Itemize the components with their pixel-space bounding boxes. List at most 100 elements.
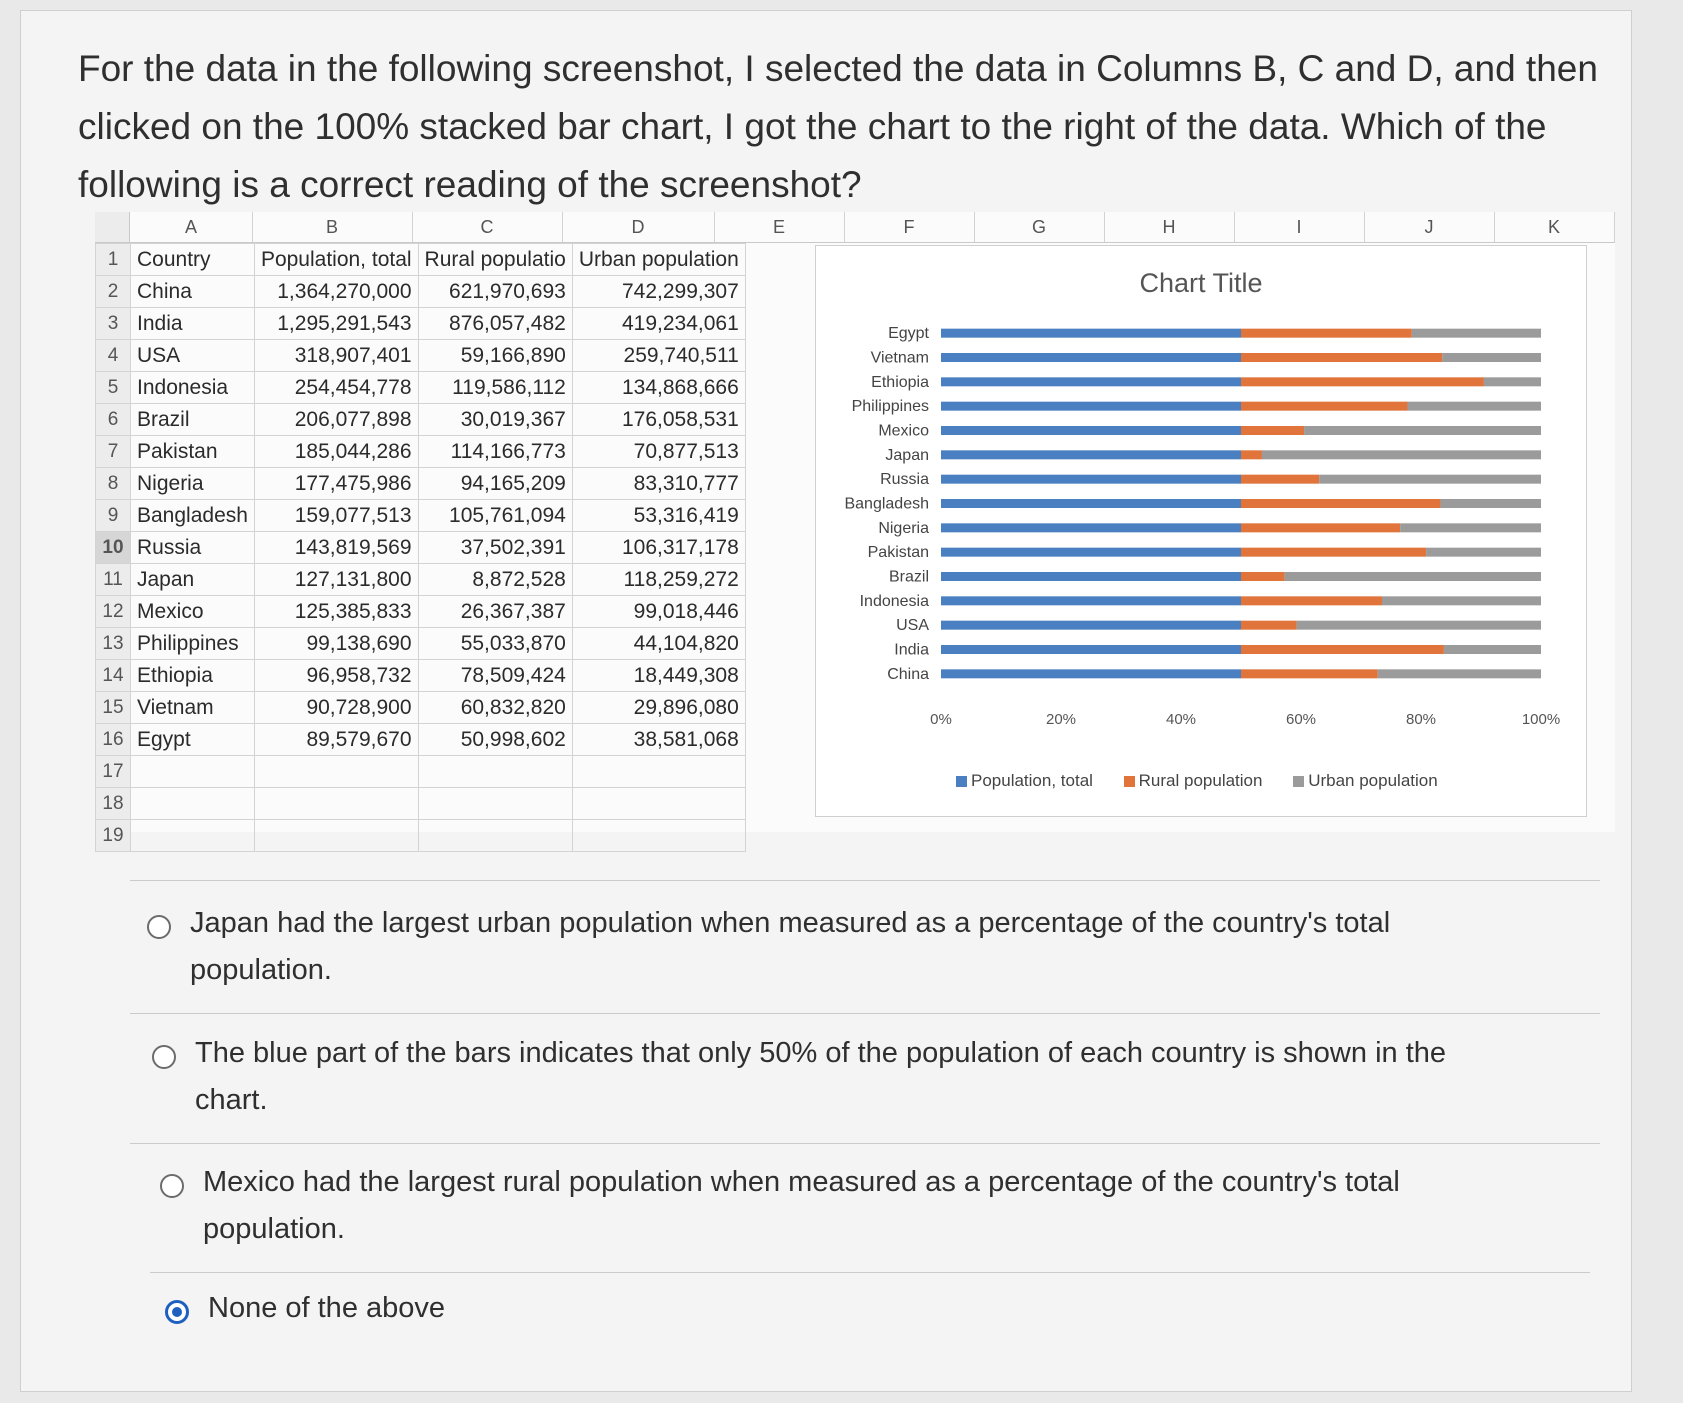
- row-number[interactable]: 7: [95, 435, 131, 468]
- cell-population[interactable]: 125,385,833: [253, 595, 419, 628]
- cell-urban[interactable]: 18,449,308: [571, 659, 746, 692]
- empty-cell[interactable]: [130, 755, 255, 788]
- row-number[interactable]: 17: [95, 755, 131, 788]
- cell-population[interactable]: 185,044,286: [253, 435, 419, 468]
- cell-country[interactable]: Nigeria: [130, 467, 255, 500]
- cell-population[interactable]: 96,958,732: [253, 659, 419, 692]
- cell-country[interactable]: USA: [130, 339, 255, 372]
- empty-cell[interactable]: [571, 755, 746, 788]
- cell-urban[interactable]: 38,581,068: [571, 723, 746, 756]
- cell-urban[interactable]: 742,299,307: [571, 275, 746, 308]
- column-header-b[interactable]: B: [252, 212, 413, 242]
- empty-cell[interactable]: [253, 819, 419, 852]
- row-number[interactable]: 1: [95, 243, 131, 276]
- column-header-a[interactable]: A: [130, 212, 253, 242]
- cell-rural[interactable]: 30,019,367: [417, 403, 573, 436]
- row-number[interactable]: 8: [95, 467, 131, 500]
- cell-country[interactable]: Russia: [130, 531, 255, 564]
- column-header-j[interactable]: J: [1364, 212, 1495, 242]
- row-number[interactable]: 2: [95, 275, 131, 308]
- cell-country[interactable]: Philippines: [130, 627, 255, 660]
- chart-legend[interactable]: Population, total Rural population Urban…: [956, 771, 1516, 791]
- row-number[interactable]: 14: [95, 659, 131, 692]
- column-header-f[interactable]: F: [844, 212, 975, 242]
- row-number[interactable]: 6: [95, 403, 131, 436]
- column-header-k[interactable]: K: [1494, 212, 1615, 242]
- header-cell-population[interactable]: Population, total: [253, 243, 419, 276]
- cell-population[interactable]: 254,454,778: [253, 371, 419, 404]
- header-cell-rural[interactable]: Rural populatio: [417, 243, 573, 276]
- row-number[interactable]: 3: [95, 307, 131, 340]
- row-number[interactable]: 13: [95, 627, 131, 660]
- empty-cell[interactable]: [130, 819, 255, 852]
- cell-country[interactable]: Japan: [130, 563, 255, 596]
- cell-rural[interactable]: 55,033,870: [417, 627, 573, 660]
- cell-country[interactable]: Vietnam: [130, 691, 255, 724]
- cell-country[interactable]: Indonesia: [130, 371, 255, 404]
- cell-country[interactable]: Brazil: [130, 403, 255, 436]
- row-number[interactable]: 12: [95, 595, 131, 628]
- option-4-text[interactable]: None of the above: [208, 1292, 446, 1324]
- row-number[interactable]: 4: [95, 339, 131, 372]
- cell-urban[interactable]: 29,896,080: [571, 691, 746, 724]
- cell-rural[interactable]: 119,586,112: [417, 371, 573, 404]
- cell-population[interactable]: 99,138,690: [253, 627, 419, 660]
- cell-urban[interactable]: 176,058,531: [571, 403, 746, 436]
- empty-cell[interactable]: [417, 787, 573, 820]
- cell-rural[interactable]: 60,832,820: [417, 691, 573, 724]
- cell-rural[interactable]: 94,165,209: [417, 467, 573, 500]
- option-radio[interactable]: [160, 1174, 184, 1198]
- cell-rural[interactable]: 621,970,693: [417, 275, 573, 308]
- option-radio[interactable]: [152, 1045, 176, 1069]
- cell-rural[interactable]: 59,166,890: [417, 339, 573, 372]
- option-1-text[interactable]: Japan had the largest urban population w…: [190, 907, 1391, 986]
- cell-country[interactable]: Ethiopia: [130, 659, 255, 692]
- column-header-d[interactable]: D: [562, 212, 715, 242]
- cell-population[interactable]: 127,131,800: [253, 563, 419, 596]
- chart-title[interactable]: Chart Title: [1139, 268, 1263, 298]
- column-header-c[interactable]: C: [412, 212, 563, 242]
- cell-urban[interactable]: 44,104,820: [571, 627, 746, 660]
- cell-country[interactable]: Pakistan: [130, 435, 255, 468]
- stacked-bar-chart[interactable]: Chart Title 0% 20% 40% 60% 80% 100% China India…: [815, 245, 1587, 817]
- cell-population[interactable]: 90,728,900: [253, 691, 419, 724]
- cell-population[interactable]: 143,819,569: [253, 531, 419, 564]
- empty-cell[interactable]: [130, 787, 255, 820]
- option-2-text[interactable]: The blue part of the bars indicates that…: [195, 1037, 1447, 1116]
- header-cell-urban[interactable]: Urban population: [571, 243, 746, 276]
- cell-urban[interactable]: 134,868,666: [571, 371, 746, 404]
- row-number[interactable]: 16: [95, 723, 131, 756]
- cell-population[interactable]: 318,907,401: [253, 339, 419, 372]
- cell-urban[interactable]: 259,740,511: [571, 339, 746, 372]
- cell-rural[interactable]: 105,761,094: [417, 499, 573, 532]
- cell-urban[interactable]: 106,317,178: [571, 531, 746, 564]
- cell-urban[interactable]: 53,316,419: [571, 499, 746, 532]
- column-header-e[interactable]: E: [714, 212, 845, 242]
- cell-country[interactable]: Mexico: [130, 595, 255, 628]
- cell-rural[interactable]: 8,872,528: [417, 563, 573, 596]
- empty-cell[interactable]: [417, 755, 573, 788]
- cell-country[interactable]: China: [130, 275, 255, 308]
- cell-rural[interactable]: 114,166,773: [417, 435, 573, 468]
- header-cell-country[interactable]: Country: [130, 243, 255, 276]
- cell-country[interactable]: Bangladesh: [130, 499, 255, 532]
- row-number[interactable]: 15: [95, 691, 131, 724]
- select-all-corner[interactable]: [95, 212, 130, 242]
- row-number[interactable]: 5: [95, 371, 131, 404]
- row-number[interactable]: 18: [95, 787, 131, 820]
- cell-urban[interactable]: 99,018,446: [571, 595, 746, 628]
- cell-population[interactable]: 177,475,986: [253, 467, 419, 500]
- cell-urban[interactable]: 118,259,272: [571, 563, 746, 596]
- cell-rural[interactable]: 50,998,602: [417, 723, 573, 756]
- cell-population[interactable]: 1,295,291,543: [253, 307, 419, 340]
- option-radio-selected[interactable]: [165, 1300, 189, 1324]
- column-header-i[interactable]: I: [1234, 212, 1365, 242]
- empty-cell[interactable]: [253, 787, 419, 820]
- cell-population[interactable]: 159,077,513: [253, 499, 419, 532]
- empty-cell[interactable]: [571, 819, 746, 852]
- cell-population[interactable]: 1,364,270,000: [253, 275, 419, 308]
- cell-rural[interactable]: 26,367,387: [417, 595, 573, 628]
- row-number[interactable]: 10: [95, 531, 131, 564]
- cell-urban[interactable]: 70,877,513: [571, 435, 746, 468]
- row-number[interactable]: 11: [95, 563, 131, 596]
